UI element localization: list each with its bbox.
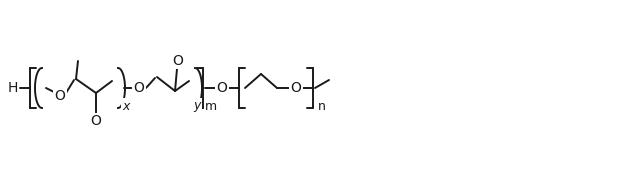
Text: n: n bbox=[318, 100, 326, 113]
Text: O: O bbox=[91, 114, 101, 128]
Text: O: O bbox=[173, 54, 184, 68]
Text: O: O bbox=[291, 81, 301, 95]
Text: H: H bbox=[8, 81, 18, 95]
Text: O: O bbox=[54, 89, 65, 103]
Text: m: m bbox=[205, 100, 217, 113]
Text: x: x bbox=[122, 100, 130, 113]
Text: O: O bbox=[134, 81, 145, 95]
Text: y: y bbox=[193, 100, 201, 113]
Text: O: O bbox=[216, 81, 227, 95]
